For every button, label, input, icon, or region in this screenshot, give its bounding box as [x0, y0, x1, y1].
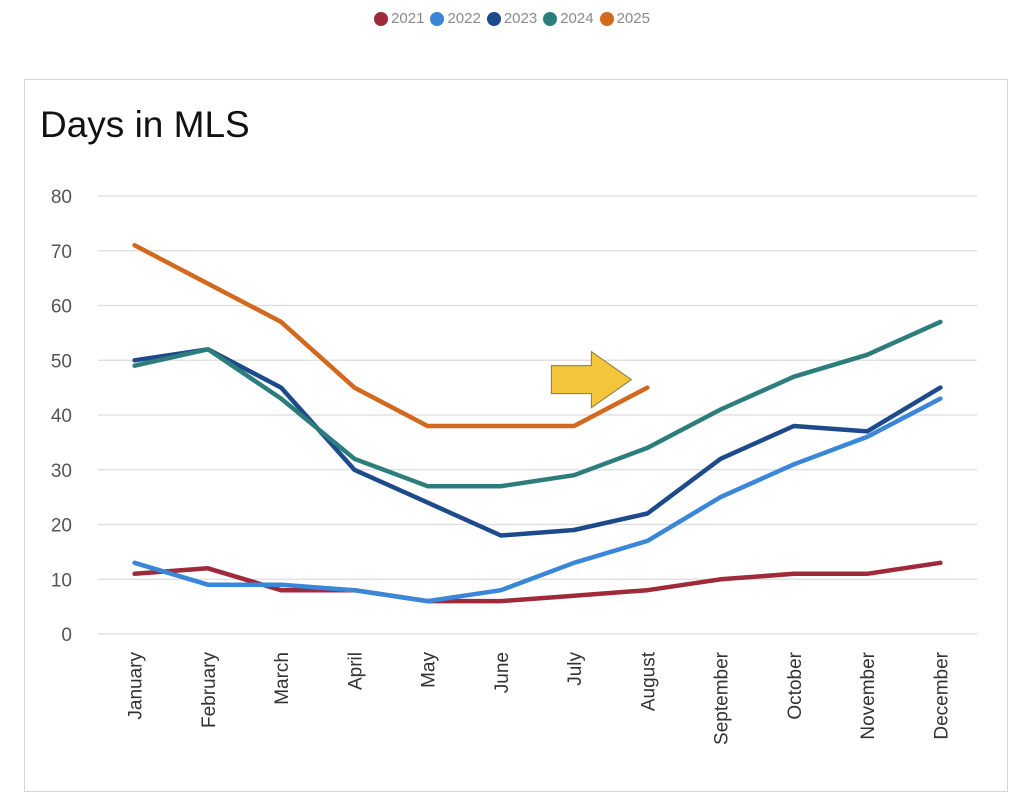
y-tick-label: 40 — [51, 406, 72, 427]
x-tick-label: May — [419, 652, 440, 688]
legend-label: 2024 — [560, 10, 594, 27]
legend-label: 2023 — [503, 10, 538, 27]
legend-label: 2022 — [447, 10, 481, 27]
legend-item-2025: 2025 — [599, 10, 650, 27]
legend-item-2022: 2022 — [430, 10, 481, 27]
x-tick-label: March — [272, 652, 293, 705]
series-line-2022 — [132, 396, 943, 604]
x-tick-label: August — [638, 651, 659, 711]
legend-item-2023: 2023 — [486, 10, 538, 27]
series-line-2021 — [132, 560, 943, 604]
legend-label: 2021 — [391, 10, 425, 27]
x-tick-label: January — [126, 652, 147, 720]
chart-frame — [24, 79, 1008, 792]
x-tick-label: December — [931, 651, 952, 739]
x-tick-label: October — [785, 651, 806, 719]
series-line-2024 — [132, 319, 943, 489]
x-tick-label: November — [858, 651, 879, 739]
legend-swatch — [543, 11, 558, 26]
chart-title: Days in MLS — [40, 104, 250, 145]
legend-label: 2025 — [616, 10, 650, 27]
series-line-2025 — [132, 243, 650, 429]
x-tick-label: June — [492, 652, 513, 693]
y-tick-label: 10 — [51, 570, 72, 591]
legend-swatch — [430, 11, 445, 26]
y-tick-label: 0 — [61, 625, 72, 646]
x-tick-label: February — [199, 652, 220, 729]
x-tick-label: September — [712, 651, 733, 745]
legend-item-2024: 2024 — [543, 10, 594, 27]
legend-item-2021: 2021 — [374, 10, 424, 27]
y-tick-label: 70 — [51, 242, 72, 263]
series-line-2023 — [132, 347, 943, 538]
legend-swatch — [374, 11, 389, 26]
right-arrow-icon — [550, 350, 633, 409]
y-tick-label: 50 — [51, 351, 72, 372]
chart-legend: 2021 2022 2023 2024 2025 — [0, 10, 1024, 27]
x-tick-label: April — [345, 652, 366, 690]
y-tick-label: 30 — [51, 461, 72, 482]
y-tick-label: 20 — [51, 516, 72, 537]
y-tick-label: 60 — [51, 297, 72, 318]
x-tick-label: July — [565, 652, 586, 686]
legend-swatch — [599, 11, 614, 26]
legend-swatch — [486, 11, 501, 26]
y-tick-label: 80 — [51, 187, 72, 208]
